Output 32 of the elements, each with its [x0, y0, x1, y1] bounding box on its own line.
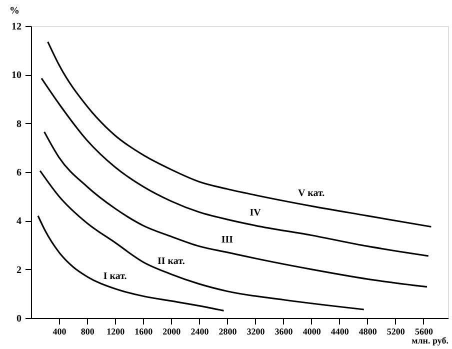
- x-tick-label: 2400: [190, 326, 210, 336]
- x-axis-title: млн. руб.: [412, 336, 448, 346]
- y-tick-label: 6: [16, 168, 22, 178]
- x-tick-label: 3200: [246, 326, 266, 336]
- x-tick-label: 4400: [330, 326, 350, 336]
- y-tick-label: 12: [12, 22, 22, 32]
- x-tick-label: 4800: [358, 326, 378, 336]
- series-label: I кат.: [103, 270, 128, 282]
- line-series: [39, 170, 365, 310]
- series-label: V кат.: [298, 188, 326, 200]
- line-series: [47, 41, 432, 228]
- x-tick-label: 5200: [386, 326, 406, 336]
- x-tick-label: 2800: [218, 326, 238, 336]
- x-tick-label: 1200: [106, 326, 126, 336]
- x-tick-label: 1600: [134, 326, 154, 336]
- y-tick-label: 0: [16, 314, 22, 324]
- y-tick-label: 8: [16, 118, 22, 130]
- line-series: [40, 78, 430, 257]
- series-label: II кат.: [158, 256, 186, 268]
- y-tick-label: 4: [16, 216, 22, 228]
- x-tick-label: 2000: [162, 326, 182, 336]
- series-label: IV: [250, 208, 262, 219]
- x-tick-label: 5600: [414, 326, 434, 336]
- y-tick-label: 10: [12, 70, 22, 82]
- y-tick-label: 2: [16, 264, 22, 276]
- series-label: III: [221, 234, 234, 246]
- x-tick-label: 400: [52, 326, 67, 336]
- x-tick-label: 4000: [302, 326, 322, 336]
- line-series: [44, 131, 428, 288]
- x-tick-label: 3600: [274, 326, 294, 336]
- y-axis-title: %: [10, 6, 20, 16]
- x-tick-label: 800: [80, 326, 95, 336]
